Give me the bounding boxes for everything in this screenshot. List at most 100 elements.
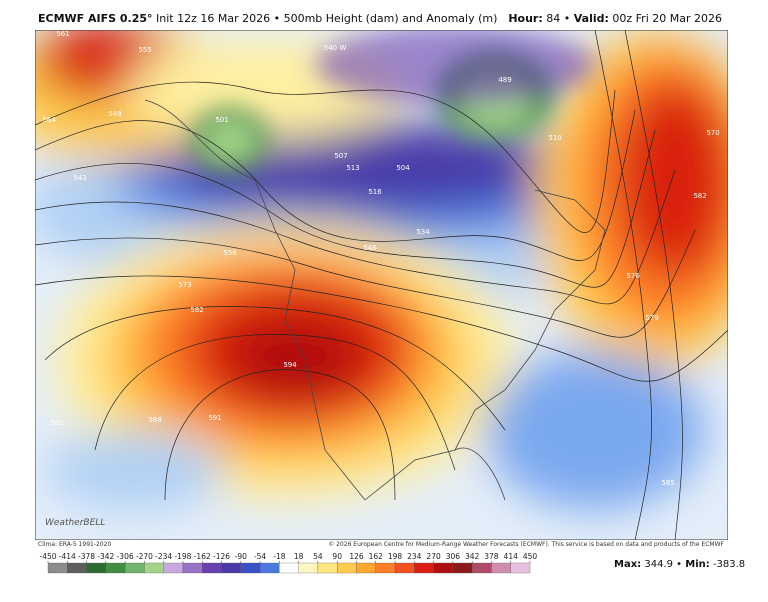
hour: 84 • bbox=[546, 12, 571, 25]
contour-label: 549 bbox=[108, 110, 121, 118]
max-value: 344.9 • bbox=[644, 559, 683, 570]
contour-label: 546 bbox=[363, 244, 377, 252]
contour-label: 573 bbox=[178, 281, 191, 289]
contour-label: 558 bbox=[223, 249, 236, 257]
colorbar-segment bbox=[86, 562, 106, 574]
colorbar-segment bbox=[298, 562, 319, 574]
colorbar-segment bbox=[47, 562, 68, 574]
clima-note: Clima: ERA-5 1991-2020 bbox=[38, 541, 112, 548]
contour-label: 507 bbox=[334, 152, 347, 160]
colorbar-segment bbox=[491, 562, 511, 574]
colorbar-segment bbox=[105, 562, 126, 574]
colorbar-tick-label: 342 bbox=[465, 552, 480, 561]
contour-label: 582 bbox=[190, 306, 203, 314]
colorbar-tick-label: 270 bbox=[426, 552, 441, 561]
coastlines bbox=[144, 99, 606, 501]
colorbar-tick-label: 234 bbox=[407, 552, 422, 561]
contour-label: 504 bbox=[396, 164, 410, 172]
colorbar-tick-label: 450 bbox=[523, 552, 538, 561]
colorbar-segment bbox=[394, 562, 415, 574]
header-left: ECMWF AIFS 0.25° Init 12z 16 Mar 2026 • … bbox=[38, 12, 497, 25]
colorbar-segment bbox=[259, 562, 280, 574]
min-label: Min: bbox=[685, 559, 710, 570]
contour-label: 516 bbox=[368, 188, 382, 196]
contour-label: 576 bbox=[626, 272, 640, 280]
colorbar-segment bbox=[337, 562, 357, 574]
colorbar-tick-label: 198 bbox=[388, 552, 403, 561]
header-right: Hour: 84 • Valid: 00z Fri 20 Mar 2026 bbox=[508, 12, 722, 25]
contour-label: 501 bbox=[215, 116, 228, 124]
contour-label: 540 W bbox=[324, 44, 347, 52]
min-value: -383.8 bbox=[712, 559, 746, 570]
logo: WeatherBELL bbox=[45, 518, 105, 528]
colorbar-tick-label: -198 bbox=[174, 552, 191, 561]
contour-label: 489 bbox=[498, 76, 511, 84]
contour-label: 555 bbox=[138, 46, 151, 54]
contour-label: 594 bbox=[283, 361, 297, 369]
colorbar-segment bbox=[124, 562, 145, 574]
contour-labels: 561 555 564 549 543 501 489 507 513 504 516 534 546 5… bbox=[42, 30, 719, 487]
hour-label: Hour: bbox=[508, 12, 543, 25]
anomaly-field: 561 555 564 549 543 501 489 507 513 504 516 534 546 5… bbox=[35, 30, 728, 540]
contour-label: 510 bbox=[548, 134, 561, 142]
model-name: ECMWF AIFS 0.25° bbox=[38, 12, 153, 25]
stats: Max: 344.9 • Min: -383.8 bbox=[614, 559, 745, 570]
contour-label: 564 bbox=[42, 116, 56, 124]
colorbar-tick-label: -414 bbox=[59, 552, 76, 561]
colorbar-tick-label: 414 bbox=[504, 552, 519, 561]
colorbar-tick-label: -126 bbox=[213, 552, 230, 561]
colorbar-tick-label: 126 bbox=[349, 552, 364, 561]
colorbar-tick-label: -162 bbox=[194, 552, 211, 561]
colorbar-segment bbox=[414, 562, 434, 574]
colorbar-segment bbox=[67, 562, 87, 574]
colorbar-segment bbox=[375, 562, 396, 574]
height-contours bbox=[35, 30, 728, 540]
colorbar-tick-label: -378 bbox=[78, 552, 95, 561]
colorbar-segment bbox=[510, 562, 531, 574]
colorbar-segment bbox=[317, 562, 338, 574]
colorbar-segment bbox=[356, 562, 376, 574]
colorbar-segment bbox=[472, 562, 492, 574]
colorbar-segment bbox=[182, 562, 203, 574]
colorbar-segment bbox=[433, 562, 454, 574]
colorbar-tick-label: -342 bbox=[97, 552, 114, 561]
colorbar-segment bbox=[144, 562, 164, 574]
colorbar-tick-label: 90 bbox=[332, 552, 342, 561]
colorbar-segment bbox=[221, 562, 241, 574]
colorbar-tick-label: -90 bbox=[235, 552, 247, 561]
contour-label: 561 bbox=[56, 30, 69, 38]
colorbar-segment bbox=[240, 562, 261, 574]
run-info: Init 12z 16 Mar 2026 • 500mb Height (dam… bbox=[156, 12, 498, 25]
copyright: © 2026 European Centre for Medium-Range … bbox=[328, 541, 724, 548]
colorbar-segment bbox=[163, 562, 184, 574]
colorbar-tick-label: -450 bbox=[39, 552, 56, 561]
contour-label: 579 bbox=[645, 314, 658, 322]
valid-time: 00z Fri 20 Mar 2026 bbox=[612, 12, 722, 25]
colorbar-tick-label: -54 bbox=[254, 552, 266, 561]
colorbar: -450 -414 -378 -342 -306 -270 -234 -198 -162 -126… bbox=[39, 552, 538, 574]
colorbar-tick-label: -234 bbox=[155, 552, 172, 561]
colorbar-tick-label: -18 bbox=[273, 552, 285, 561]
map: 561 555 564 549 543 501 489 507 513 504 516 534 546 5… bbox=[35, 30, 728, 540]
colorbar-tick-label: 162 bbox=[369, 552, 384, 561]
contour-label: 543 bbox=[73, 174, 86, 182]
colorbar-tick-label: -306 bbox=[117, 552, 134, 561]
contour-label: 570 bbox=[706, 129, 719, 137]
colorbar-tick-label: -270 bbox=[136, 552, 153, 561]
colorbar-segment bbox=[202, 562, 222, 574]
contour-label: 591 bbox=[208, 414, 221, 422]
contour-label: 585 bbox=[661, 479, 674, 487]
colorbar-segment bbox=[452, 562, 473, 574]
colorbar-segment bbox=[279, 562, 299, 574]
colorbar-tick-label: 18 bbox=[294, 552, 304, 561]
colorbar-tick-label: 306 bbox=[446, 552, 461, 561]
contour-label: 588 bbox=[148, 416, 161, 424]
contour-label: 534 bbox=[416, 228, 430, 236]
valid-label: Valid: bbox=[573, 12, 609, 25]
colorbar-tick-label: 54 bbox=[313, 552, 323, 561]
contour-label: 513 bbox=[346, 164, 359, 172]
contour-label: 582 bbox=[50, 419, 63, 427]
colorbar-tick-label: 378 bbox=[484, 552, 499, 561]
max-label: Max: bbox=[614, 559, 642, 570]
